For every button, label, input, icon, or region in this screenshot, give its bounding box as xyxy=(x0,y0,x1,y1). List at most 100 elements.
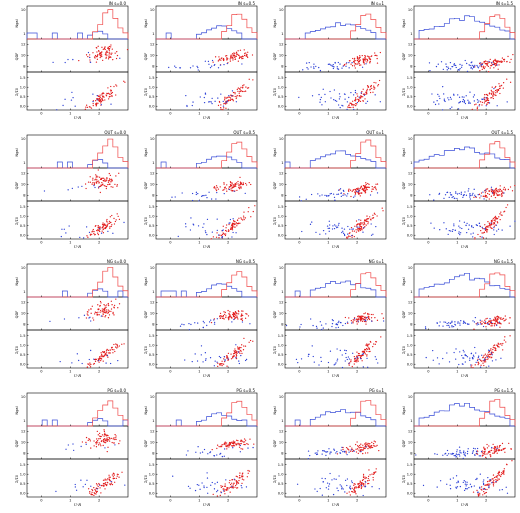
scatter-bottom-ytick: 0.0 xyxy=(278,104,284,108)
red-point xyxy=(359,59,361,61)
blue-point xyxy=(199,96,201,98)
red-point xyxy=(102,308,105,310)
red-point xyxy=(218,364,221,366)
red-point xyxy=(368,347,370,349)
red-point xyxy=(85,187,87,190)
red-point xyxy=(487,483,489,485)
red-point xyxy=(357,98,359,100)
red-point xyxy=(223,318,225,320)
red-point xyxy=(236,351,238,353)
scatter-top-ytick: 10 xyxy=(279,441,284,445)
blue-point xyxy=(197,322,199,324)
scatter-top-ylabel: QDF xyxy=(273,182,277,190)
red-point xyxy=(356,361,358,363)
red-point xyxy=(215,185,218,187)
red-point xyxy=(100,99,102,101)
red-point xyxy=(98,226,101,228)
blue-point xyxy=(225,102,227,104)
red-point xyxy=(88,106,91,108)
scatter-bottom-ylabel: Σ/Σ0 xyxy=(15,87,19,96)
blue-point xyxy=(223,63,225,66)
panel-ng-s0: NG s=0.0Ngal101QDF81012Σ/Σ00.00.51.01.50… xyxy=(15,259,129,378)
red-point xyxy=(483,67,486,70)
red-point xyxy=(374,343,376,345)
blue-point xyxy=(496,64,498,66)
blue-point xyxy=(468,102,470,104)
red-point xyxy=(105,442,107,444)
red-point xyxy=(352,100,354,102)
histogram-blue-series xyxy=(414,402,515,427)
blue-point xyxy=(452,477,454,479)
red-point xyxy=(355,448,357,450)
red-point xyxy=(366,88,369,90)
red-point xyxy=(238,94,241,97)
histogram-ylabel: Ngal xyxy=(144,19,148,27)
x-tick-label: 1 xyxy=(327,499,329,503)
blue-point xyxy=(319,69,322,72)
histogram-ylabel: Ngal xyxy=(15,406,19,414)
red-point xyxy=(238,479,240,482)
blue-point xyxy=(203,101,206,104)
blue-point xyxy=(317,450,319,452)
scatter-bottom-ytick: 1.5 xyxy=(20,463,26,467)
blue-point xyxy=(477,67,480,69)
blue-point xyxy=(474,346,476,349)
red-point xyxy=(236,189,238,192)
red-point xyxy=(87,236,89,238)
blue-point xyxy=(455,475,458,477)
red-point xyxy=(487,192,489,195)
red-point xyxy=(104,305,106,307)
red-point xyxy=(237,183,239,185)
red-point xyxy=(499,194,501,196)
red-point xyxy=(101,311,103,313)
blue-point xyxy=(322,88,324,90)
red-point xyxy=(366,343,368,345)
red-point xyxy=(350,359,352,361)
red-point xyxy=(491,96,493,99)
blue-point xyxy=(437,93,439,96)
blue-point xyxy=(328,63,331,65)
histogram-ytick: 1 xyxy=(23,419,25,423)
red-point xyxy=(493,193,495,195)
red-point xyxy=(353,355,356,358)
blue-point xyxy=(338,98,341,100)
red-point xyxy=(219,312,222,315)
red-point xyxy=(493,344,495,347)
x-axis-label: U-R xyxy=(203,502,210,507)
scatter-top-ytick: 12 xyxy=(21,43,26,47)
red-point xyxy=(495,189,497,191)
blue-point xyxy=(497,228,500,230)
blue-point xyxy=(478,100,480,102)
red-point xyxy=(359,100,362,103)
blue-point xyxy=(436,357,439,359)
red-point xyxy=(237,60,239,62)
red-point xyxy=(495,446,497,448)
red-point xyxy=(242,349,245,351)
scatter-top-ytick: 10 xyxy=(150,441,155,445)
scatter-bottom-ytick: 1.0 xyxy=(407,343,413,347)
red-point xyxy=(502,317,505,320)
red-point xyxy=(107,183,109,186)
red-point xyxy=(234,91,236,94)
blue-point xyxy=(310,66,312,68)
blue-point xyxy=(337,61,339,64)
blue-point xyxy=(68,225,70,227)
blue-point xyxy=(320,360,322,363)
blue-point xyxy=(347,193,349,195)
blue-point xyxy=(482,488,484,490)
blue-point xyxy=(376,192,379,194)
red-point xyxy=(365,183,367,186)
blue-point xyxy=(348,451,350,453)
scatter-bottom-ylabel: Σ/Σ0 xyxy=(402,216,406,225)
red-point xyxy=(372,214,374,216)
blue-point xyxy=(235,232,237,234)
histogram-red-series xyxy=(27,138,129,169)
red-point xyxy=(214,56,217,58)
red-point xyxy=(104,488,106,490)
blue-point xyxy=(77,186,79,188)
red-point xyxy=(485,196,487,198)
red-point xyxy=(105,435,107,437)
blue-point xyxy=(474,64,476,67)
red-point xyxy=(240,346,242,349)
